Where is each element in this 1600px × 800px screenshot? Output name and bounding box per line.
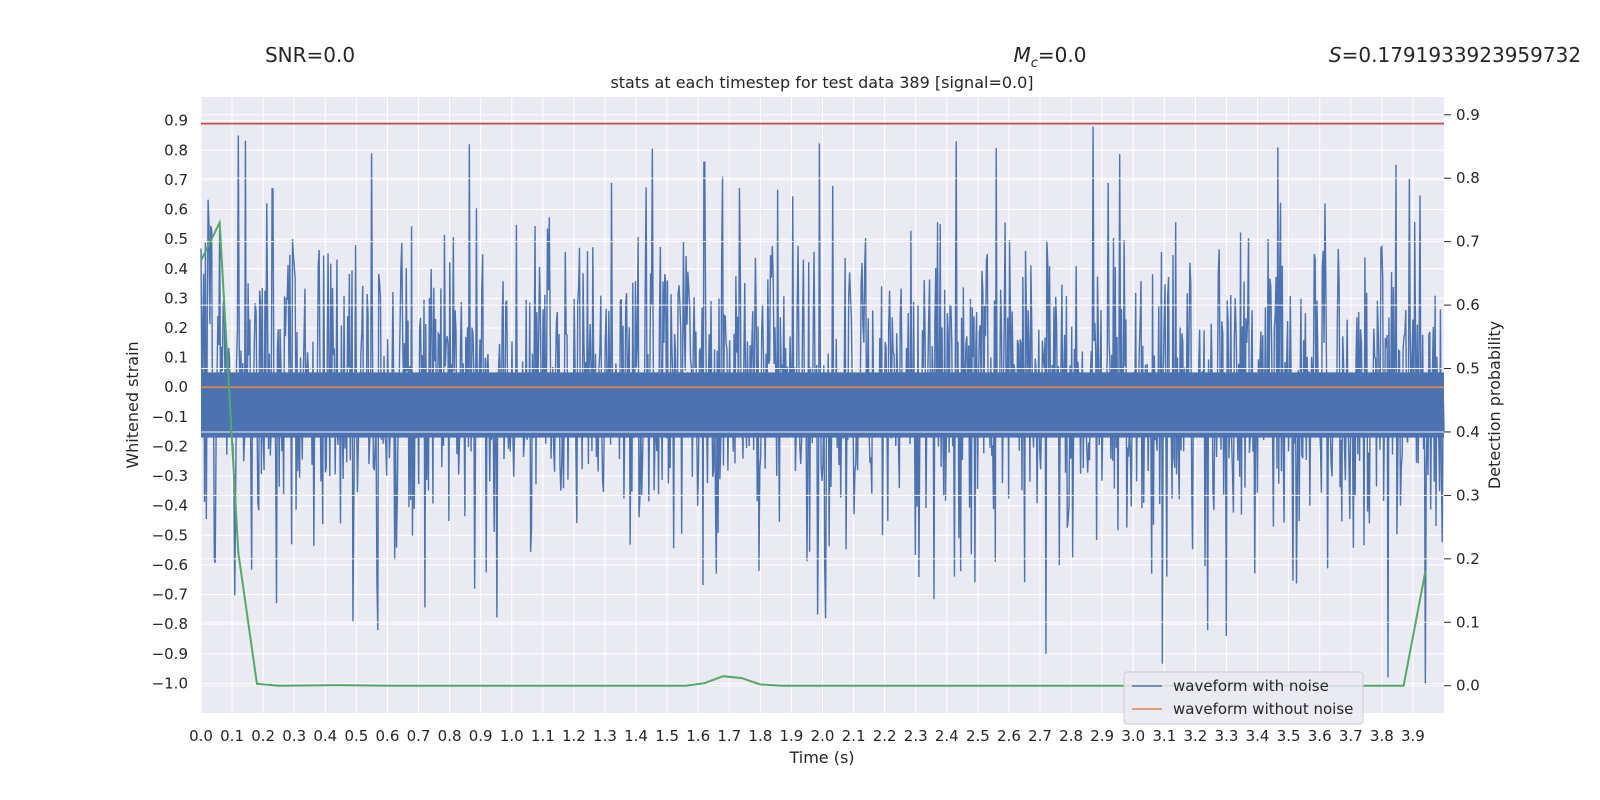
- y-left-tick-label: −0.7: [152, 586, 188, 604]
- y-right-tick-label: 0.0: [1456, 677, 1480, 695]
- x-tick-label: 3.9: [1401, 727, 1425, 745]
- axes: 0.0 0.1 0.2 0.3 0.4 0.5 0.6 0.7 0.8 0.9 1.0 1.1 1.2 1…: [152, 106, 1480, 745]
- x-tick-label: 3.6: [1308, 727, 1332, 745]
- x-tick-label: 3.1: [1152, 727, 1176, 745]
- y-left-tick-label: −0.3: [152, 467, 188, 485]
- x-tick-label: 3.8: [1370, 727, 1394, 745]
- x-tick-label: 1.7: [717, 727, 741, 745]
- y-left-tick-label: 0.7: [164, 171, 188, 189]
- y-axis-left-label: Whitened strain: [123, 341, 142, 468]
- legend: waveform with noise waveform without noi…: [1123, 671, 1364, 725]
- x-tick-label: 2.2: [873, 727, 897, 745]
- y-left-tick-label: 0.6: [164, 201, 188, 219]
- y-left-tick-label: −0.2: [152, 437, 188, 455]
- x-tick-label: 1.5: [655, 727, 679, 745]
- x-tick-label: 1.2: [562, 727, 586, 745]
- y-left-tick-label: 0.3: [164, 289, 188, 307]
- y-left-tick-label: −0.5: [152, 526, 188, 544]
- series-detection-probability: [200, 218, 1427, 687]
- x-tick-label: 0.0: [189, 727, 213, 745]
- y-right-tick-label: 0.7: [1456, 233, 1480, 251]
- series-waveform-with-noise: [200, 126, 1445, 684]
- x-tick-label: 1.6: [686, 727, 710, 745]
- y-left-tick-label: 0.2: [164, 319, 188, 337]
- x-tick-label: 0.5: [344, 727, 368, 745]
- x-tick-label: 0.7: [407, 727, 431, 745]
- x-tick-label: 1.1: [531, 727, 555, 745]
- y-left-tick-label: −1.0: [152, 674, 188, 692]
- x-tick-label: 1.3: [593, 727, 617, 745]
- y-left-tick-label: −0.1: [152, 408, 188, 426]
- y-right-tick-label: 0.6: [1456, 296, 1480, 314]
- y-right-tick-label: 0.1: [1456, 613, 1480, 631]
- x-tick-label: 2.5: [966, 727, 990, 745]
- x-tick-label: 2.9: [1090, 727, 1114, 745]
- y-left-tick-label: 0.9: [164, 112, 188, 130]
- chart-title: stats at each timestep for test data 389…: [610, 73, 1033, 92]
- x-tick-label: 2.3: [904, 727, 928, 745]
- x-tick-label: 0.9: [469, 727, 493, 745]
- x-tick-label: 0.1: [220, 727, 244, 745]
- y-left-tick-label: −0.6: [152, 556, 188, 574]
- y-right-tick-label: 0.3: [1456, 486, 1480, 504]
- y-right-tick-label: 0.4: [1456, 423, 1480, 441]
- x-tick-label: 3.7: [1339, 727, 1363, 745]
- y-left-tick-label: −0.9: [152, 645, 188, 663]
- x-tick-label: 0.6: [376, 727, 400, 745]
- data-layer: [200, 114, 1445, 687]
- legend-label-noise: waveform with noise: [1173, 677, 1329, 695]
- y-axis-right-label: Detection probability: [1485, 321, 1504, 489]
- x-tick-label: 3.5: [1277, 727, 1301, 745]
- x-tick-label: 3.2: [1183, 727, 1207, 745]
- x-tick-label: 0.8: [438, 727, 462, 745]
- y-left-tick-label: 0.0: [164, 378, 188, 396]
- y-right-tick-label: 0.5: [1456, 360, 1480, 378]
- snr-label: SNR=0.0: [265, 43, 355, 67]
- x-tick-label: 3.3: [1215, 727, 1239, 745]
- x-tick-label: 2.4: [935, 727, 959, 745]
- x-tick-label: 2.0: [811, 727, 835, 745]
- x-tick-label: 2.8: [1059, 727, 1083, 745]
- x-tick-label: 3.0: [1121, 727, 1145, 745]
- y-right-tick-label: 0.9: [1456, 106, 1480, 124]
- chirp-mass-label: Mc=0.0: [1014, 43, 1087, 71]
- x-tick-label: 2.1: [842, 727, 866, 745]
- x-tick-label: 0.2: [251, 727, 275, 745]
- x-axis-label: Time (s): [788, 748, 854, 767]
- legend-label-clean: waveform without noise: [1173, 700, 1353, 718]
- x-tick-label: 1.9: [779, 727, 803, 745]
- y-left-tick-label: 0.1: [164, 349, 188, 367]
- y-right-tick-label: 0.2: [1456, 550, 1480, 568]
- x-tick-label: 1.8: [748, 727, 772, 745]
- x-tick-label: 0.4: [313, 727, 337, 745]
- x-tick-label: 3.4: [1246, 727, 1270, 745]
- y-right-tick-label: 0.8: [1456, 169, 1480, 187]
- y-left-tick-label: −0.4: [152, 497, 188, 515]
- y-left-tick-label: 0.5: [164, 230, 188, 248]
- score-label: S=0.1791933923959732: [1329, 43, 1581, 67]
- y-left-tick-label: 0.8: [164, 141, 188, 159]
- x-tick-label: 2.6: [997, 727, 1021, 745]
- x-tick-label: 0.3: [282, 727, 306, 745]
- y-left-tick-label: −0.8: [152, 615, 188, 633]
- legend-box: [1123, 671, 1364, 725]
- x-tick-label: 2.7: [1028, 727, 1052, 745]
- x-tick-label: 1.0: [500, 727, 524, 745]
- x-tick-label: 1.4: [624, 727, 648, 745]
- y-left-tick-label: 0.4: [164, 260, 188, 278]
